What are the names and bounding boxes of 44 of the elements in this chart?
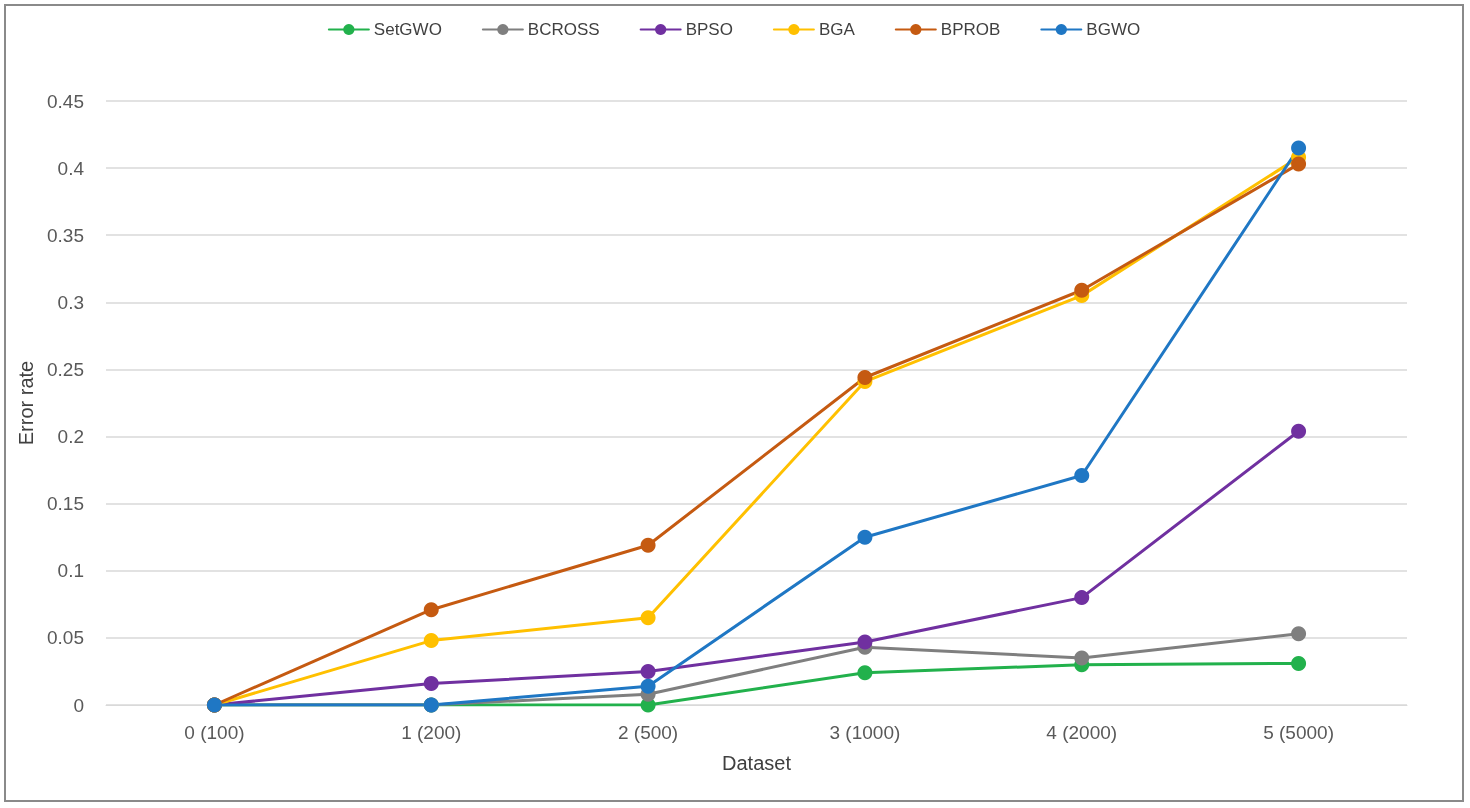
- point: [640, 678, 656, 694]
- point: [423, 602, 439, 618]
- x-tick-label: 5 (5000): [1263, 722, 1334, 743]
- point: [423, 633, 439, 649]
- y-axis-title: Error rate: [15, 360, 37, 446]
- x-tick-label: 1 (200): [401, 722, 462, 743]
- y-tick-label: 0: [73, 694, 84, 716]
- point: [857, 634, 873, 650]
- y-tick-label: 0.05: [47, 627, 84, 649]
- x-tick-label: 4 (2000): [1046, 722, 1118, 743]
- y-tick-label: 0.2: [57, 426, 84, 448]
- legend-label: BGA: [818, 20, 856, 39]
- y-tick-label: 0.15: [47, 493, 84, 515]
- x-tick-label: 0 (100): [184, 722, 245, 743]
- point: [857, 370, 873, 385]
- point: [857, 665, 873, 681]
- x-tick-label: 3 (1000): [829, 722, 901, 743]
- y-tick-label: 0.25: [47, 358, 84, 380]
- legend-label: BPROB: [940, 20, 1001, 39]
- y-tick-label: 0.35: [47, 224, 84, 246]
- point: [1291, 140, 1307, 156]
- point: [640, 610, 656, 626]
- legend-label: BPSO: [685, 20, 733, 39]
- x-tick-label: 2 (500): [617, 722, 679, 743]
- point: [423, 676, 439, 692]
- y-tick-label: 0.1: [57, 560, 84, 582]
- x-axis-title: Dataset: [722, 752, 792, 774]
- legend-label: BCROSS: [527, 20, 600, 39]
- point: [1291, 423, 1307, 439]
- point: [1074, 467, 1090, 483]
- point: [1291, 156, 1307, 172]
- y-tick-label: 0.4: [57, 157, 85, 179]
- point: [1291, 626, 1307, 642]
- point: [857, 529, 873, 545]
- y-tick-label: 0.45: [47, 90, 84, 112]
- point: [1074, 282, 1090, 298]
- point: [640, 537, 656, 553]
- point: [1074, 650, 1090, 666]
- point: [640, 663, 656, 679]
- legend-label: BGWO: [1086, 20, 1141, 39]
- point: [1074, 590, 1090, 606]
- y-tick-label: 0.3: [57, 291, 84, 313]
- legend-label: SetGWO: [373, 20, 442, 39]
- point: [1291, 655, 1307, 671]
